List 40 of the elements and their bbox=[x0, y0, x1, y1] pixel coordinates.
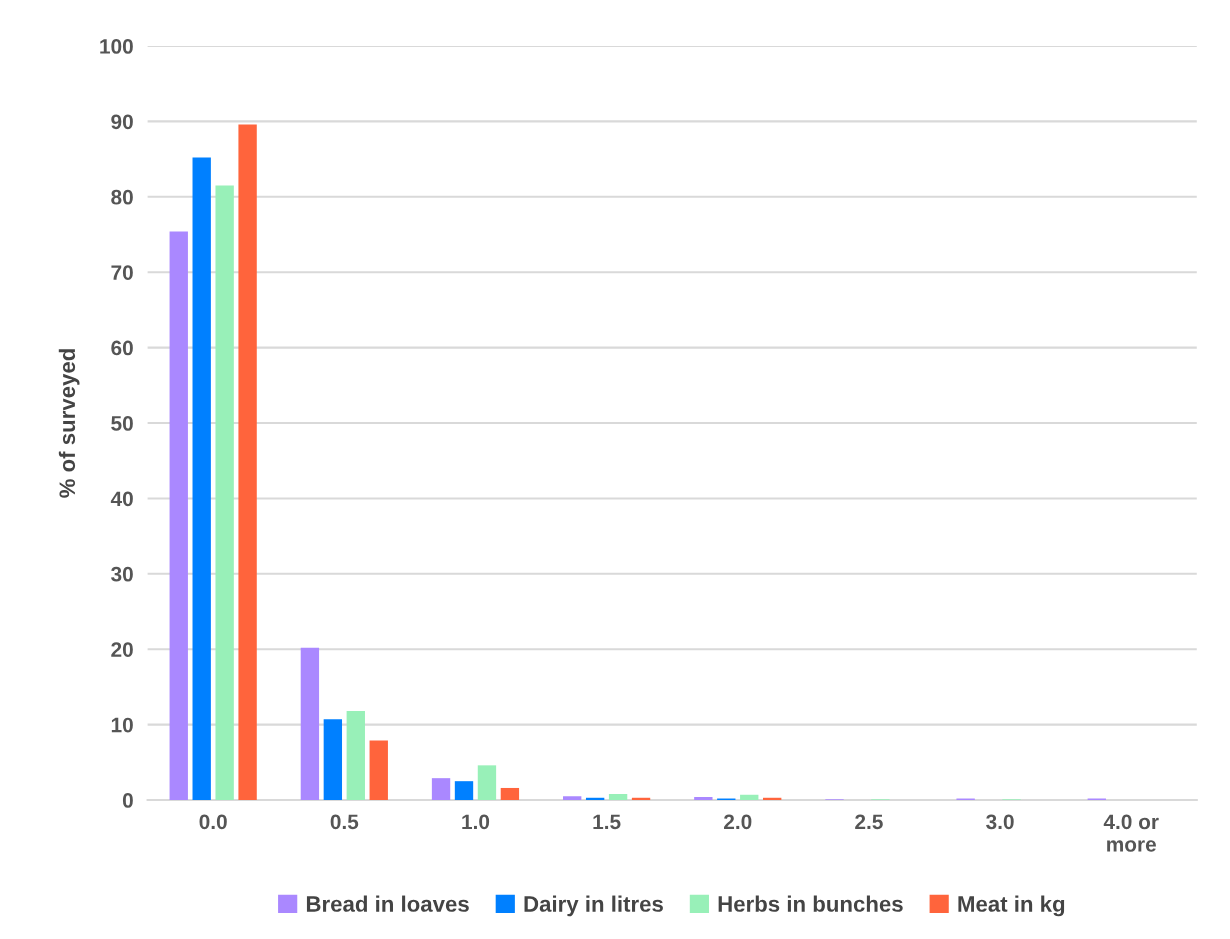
x-tick-label: 0.0 bbox=[199, 814, 227, 830]
y-tick-label: 50 bbox=[111, 416, 133, 431]
bar bbox=[740, 794, 759, 801]
y-tick-label: 40 bbox=[110, 491, 133, 507]
y-axis-title: % of surveyed bbox=[58, 349, 80, 498]
x-tick-label: 1.5 bbox=[593, 814, 621, 830]
bar bbox=[169, 231, 188, 801]
y-tick-label: 90 bbox=[111, 114, 133, 130]
y-tick-label: 20 bbox=[111, 642, 133, 657]
bar bbox=[369, 740, 388, 801]
bar bbox=[500, 787, 520, 801]
bar bbox=[477, 765, 497, 801]
legend-label: Bread in loaves bbox=[306, 895, 469, 912]
bar bbox=[238, 124, 257, 801]
y-tick-label: 70 bbox=[111, 265, 133, 280]
bar bbox=[608, 794, 628, 801]
y-tick-label: 100 bbox=[100, 39, 133, 54]
x-tick-label: 2.0 bbox=[724, 814, 752, 830]
y-tick-label: 60 bbox=[111, 340, 133, 356]
bar bbox=[563, 796, 582, 801]
bar bbox=[300, 647, 320, 801]
bar bbox=[454, 781, 474, 801]
y-tick-label: 30 bbox=[111, 566, 133, 582]
x-tick-label: 3.0 bbox=[986, 814, 1014, 830]
bar bbox=[346, 711, 365, 801]
x-tick-label: 4.0 or more bbox=[1103, 814, 1159, 852]
legend-label: Herbs in bunches bbox=[718, 895, 903, 912]
y-tick-label: 80 bbox=[111, 189, 133, 205]
bar bbox=[192, 157, 211, 801]
bar bbox=[694, 797, 713, 801]
legend-label: Dairy in litres bbox=[524, 895, 663, 917]
bar bbox=[215, 185, 234, 801]
y-tick-label: 0 bbox=[122, 793, 133, 808]
x-tick-label: 2.5 bbox=[855, 814, 883, 830]
legend-label: Meat in kg bbox=[958, 895, 1065, 917]
x-tick-label: 1.0 bbox=[462, 814, 490, 830]
bar bbox=[323, 719, 343, 801]
x-tick-label: 0.5 bbox=[330, 814, 359, 830]
y-tick-label: 10 bbox=[111, 717, 133, 733]
bar bbox=[431, 778, 451, 801]
